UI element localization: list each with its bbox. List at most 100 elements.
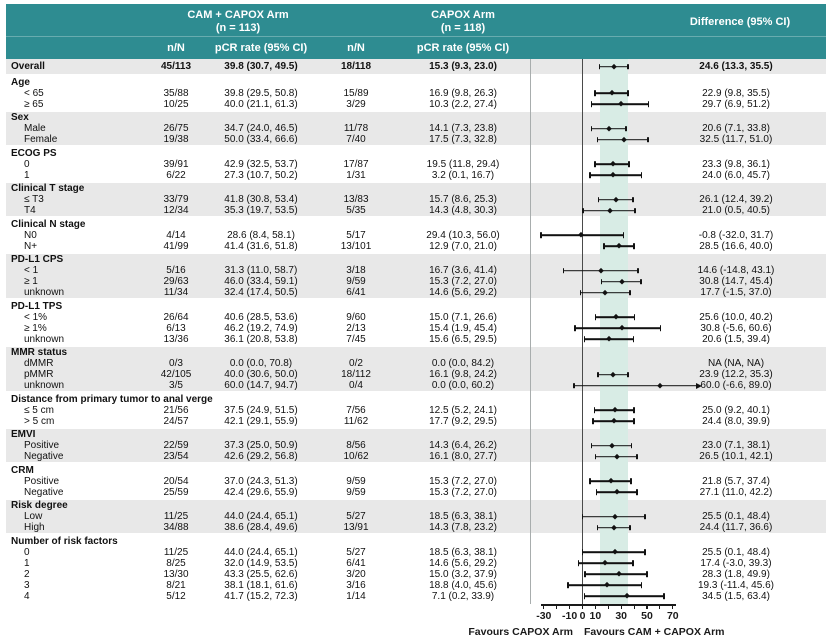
ci-plot — [530, 500, 680, 511]
ci-lower-cap — [600, 278, 603, 285]
row-label: 0 — [24, 546, 30, 558]
arm2-nN-column-header: n/N — [347, 42, 365, 54]
ci-plot — [530, 347, 680, 358]
favours-cam-capox-label: Favours CAM + CAPOX Arm — [584, 626, 725, 638]
ci-plot — [530, 487, 680, 498]
point-estimate-marker — [619, 278, 626, 285]
group-header-row: MMR status — [6, 347, 826, 358]
difference-value: 19.3 (-11.4, 45.6) — [698, 579, 774, 591]
cam-capox-pcr-rate: 42.9 (32.5, 53.7) — [224, 158, 298, 170]
table-row: unknown 3/5 60.0 (14.7, 94.7) 0/4 0.0 (0.0, … — [6, 380, 826, 391]
table-row: 3 8/21 38.1 (18.1, 61.6) 3/16 18.8 (4.0, 45.… — [6, 580, 826, 591]
table-row: Female 19/38 50.0 (33.4, 66.6) 7/40 17.5 (7.… — [6, 134, 826, 145]
arm1-title: CAM + CAPOX Arm (n = 113) — [146, 9, 330, 35]
difference-value: 21.0 (0.5, 40.5) — [702, 205, 770, 216]
capox-pcr-rate: 3.2 (0.1, 16.7) — [431, 169, 495, 181]
point-estimate-marker — [623, 592, 631, 600]
capox-nN: 13/83 — [343, 194, 369, 205]
point-estimate-marker — [615, 570, 623, 578]
table-row: Low 11/25 44.0 (24.4, 65.1) 5/27 18.5 (6.3, … — [6, 511, 826, 522]
ci-lower-cap — [589, 478, 591, 484]
arm1-title-line1: CAM + CAPOX Arm — [187, 9, 289, 21]
capox-pcr-rate: 17.7 (9.2, 29.5) — [429, 415, 497, 427]
row-label: Male — [24, 123, 46, 134]
ci-upper-cap — [647, 101, 650, 107]
difference-value: 14.6 (-14.8, 43.1) — [697, 265, 775, 276]
arm1-pcr-column-header: pCR rate (95% CI) — [214, 42, 308, 54]
ci-lower-cap — [596, 136, 599, 143]
row-label: 3 — [24, 579, 30, 591]
cam-capox-nN: 24/57 — [163, 415, 189, 427]
capox-nN: 9/59 — [346, 475, 366, 487]
ci-lower-cap — [592, 418, 594, 424]
table-row: T4 12/34 35.3 (19.7, 53.5) 5/35 14.3 (4.8, 3… — [6, 205, 826, 216]
capox-pcr-rate: 19.5 (11.8, 29.4) — [426, 158, 500, 170]
difference-value: 17.4 (-3.0, 39.3) — [700, 557, 772, 569]
cam-capox-nN: 11/25 — [163, 511, 189, 522]
table-row: dMMR 0/3 0.0 (0.0, 70.8) 0/2 0.0 (0.0, 84.2)… — [6, 358, 826, 369]
ci-plot — [530, 183, 680, 194]
ci-upper-cap — [633, 407, 636, 413]
axis-tick — [569, 604, 571, 609]
row-label: N+ — [24, 240, 38, 252]
capox-pcr-rate: 17.5 (7.3, 32.8) — [429, 134, 497, 145]
cam-capox-pcr-rate: 40.6 (28.5, 53.6) — [224, 311, 298, 323]
table-row: 1 6/22 27.3 (10.7, 50.2) 1/31 3.2 (0.1, 16.7… — [6, 170, 826, 181]
ci-line — [575, 327, 661, 329]
ci-plot — [530, 429, 680, 440]
point-estimate-marker — [578, 231, 585, 239]
axis-tick — [646, 604, 648, 609]
capox-pcr-rate: 14.1 (7.3, 23.8) — [429, 123, 497, 134]
point-estimate-marker — [614, 488, 621, 496]
ci-upper-cap — [640, 278, 642, 285]
row-label: PD-L1 CPS — [11, 254, 64, 265]
capox-pcr-rate: 14.6 (5.6, 29.2) — [429, 557, 497, 569]
ci-plot — [530, 301, 680, 312]
ci-plot — [530, 287, 680, 298]
difference-value: 27.1 (11.0, 42.2) — [699, 486, 773, 498]
point-estimate-marker — [610, 171, 617, 179]
axis-tick-label: -10 — [562, 610, 578, 622]
difference-column-title: Difference (95% CI) — [689, 16, 791, 28]
capox-pcr-rate: 15.0 (3.2, 37.9) — [429, 568, 497, 580]
capox-nN: 5/27 — [346, 511, 366, 522]
group-header-row: ECOG PS — [6, 148, 826, 159]
group-header-row: Risk degree — [6, 500, 826, 511]
ci-plot — [530, 230, 680, 241]
cam-capox-pcr-rate: 31.3 (11.0, 58.7) — [224, 265, 298, 276]
arm2-pcr-column-header: pCR rate (95% CI) — [416, 42, 510, 54]
cam-capox-pcr-rate: 28.6 (8.4, 58.1) — [227, 229, 295, 241]
row-label: Overall — [11, 61, 45, 72]
ci-upper-cap — [644, 513, 646, 520]
cam-capox-nN: 6/13 — [166, 322, 186, 334]
ci-line — [573, 384, 697, 387]
cam-capox-pcr-rate: 38.6 (28.4, 49.6) — [224, 522, 298, 533]
ci-arrow-right — [696, 382, 702, 389]
ci-upper-cap — [632, 560, 634, 566]
capox-pcr-rate: 16.1 (8.0, 27.7) — [429, 451, 497, 462]
ci-plot — [530, 276, 680, 287]
difference-value: 28.5 (16.6, 40.0) — [699, 240, 773, 252]
cam-capox-pcr-rate: 32.0 (14.9, 53.5) — [224, 557, 298, 569]
cam-capox-nN: 5/12 — [166, 590, 186, 602]
row-label: Low — [24, 511, 43, 522]
capox-pcr-rate: 16.7 (3.6, 41.4) — [429, 265, 497, 276]
point-estimate-marker — [605, 335, 613, 343]
capox-nN: 11/62 — [343, 415, 369, 427]
ci-plot — [530, 451, 680, 462]
ci-upper-cap — [636, 453, 638, 460]
ci-lower-cap — [540, 232, 542, 238]
cam-capox-nN: 41/99 — [163, 240, 189, 252]
cam-capox-pcr-rate: 36.1 (20.8, 53.8) — [224, 333, 298, 345]
ci-upper-cap — [630, 442, 633, 449]
cam-capox-nN: 45/113 — [160, 61, 192, 72]
point-estimate-marker — [612, 313, 619, 321]
cam-capox-nN: 8/25 — [166, 557, 186, 569]
cam-capox-nN: 3/5 — [169, 380, 183, 391]
ci-plot — [530, 241, 680, 252]
row-label: < 1% — [24, 311, 48, 323]
difference-value: 60.0 (-6.6, 89.0) — [700, 380, 772, 391]
point-estimate-marker — [601, 559, 609, 567]
ci-upper-cap — [629, 478, 632, 484]
capox-pcr-rate: 14.3 (4.8, 30.3) — [429, 205, 497, 216]
